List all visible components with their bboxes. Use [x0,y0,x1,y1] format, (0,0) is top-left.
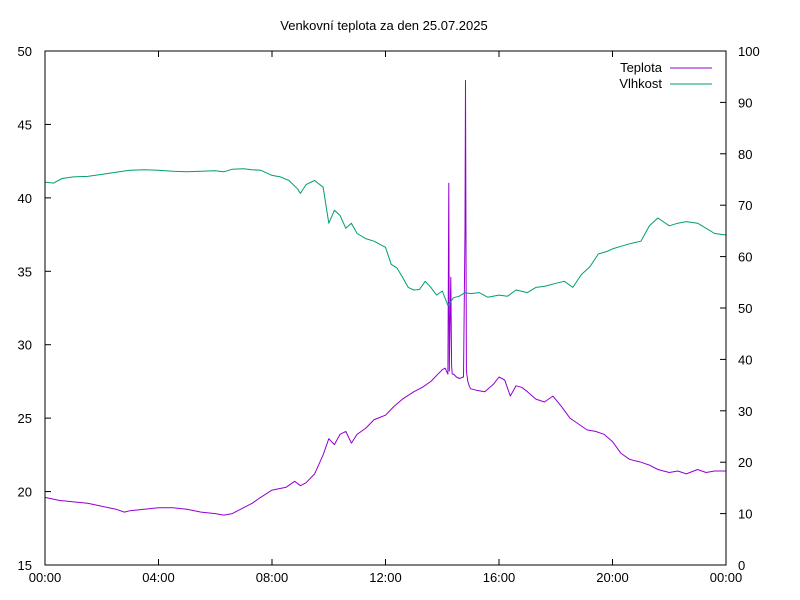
y2-tick-label: 20 [738,455,752,470]
x-tick-label: 12:00 [369,570,402,585]
x-tick-label: 08:00 [256,570,289,585]
x-tick-label: 16:00 [483,570,516,585]
y-tick-label: 35 [18,264,32,279]
y-tick-label: 50 [18,44,32,59]
y-tick-label: 45 [18,117,32,132]
y2-tick-label: 0 [738,558,745,573]
chart-title: Venkovní teplota za den 25.07.2025 [280,18,487,33]
plot-border [44,50,727,566]
y-tick-label: 20 [18,485,32,500]
y2-tick-label: 80 [738,147,752,162]
y-tick-label: 25 [18,411,32,426]
y2-tick-label: 50 [738,301,752,316]
x-tick-label: 00:00 [29,570,62,585]
series-line-vlhkost [44,168,727,306]
y2-tick-label: 90 [738,95,752,110]
axes: 00:00 04:00 08:00 12:00 16:00 20:00 00:0015202… [18,44,760,585]
y2-tick-label: 10 [738,507,752,522]
y2-tick-label: 100 [738,44,760,59]
y-tick-label: 15 [18,558,32,573]
y2-tick-label: 70 [738,198,752,213]
y2-tick-label: 40 [738,352,752,367]
x-tick-label: 20:00 [596,570,629,585]
x-tick-label: 04:00 [142,570,175,585]
legend-label-teplota: Teplota [620,60,663,75]
series-layer [44,79,727,516]
y-tick-label: 30 [18,338,32,353]
y-tick-label: 40 [18,191,32,206]
legend-label-vlhkost: Vlhkost [619,76,662,91]
y2-tick-label: 60 [738,250,752,265]
series-line-teplota [44,79,726,516]
x-tick-label: 00:00 [710,570,743,585]
y2-tick-label: 30 [738,404,752,419]
